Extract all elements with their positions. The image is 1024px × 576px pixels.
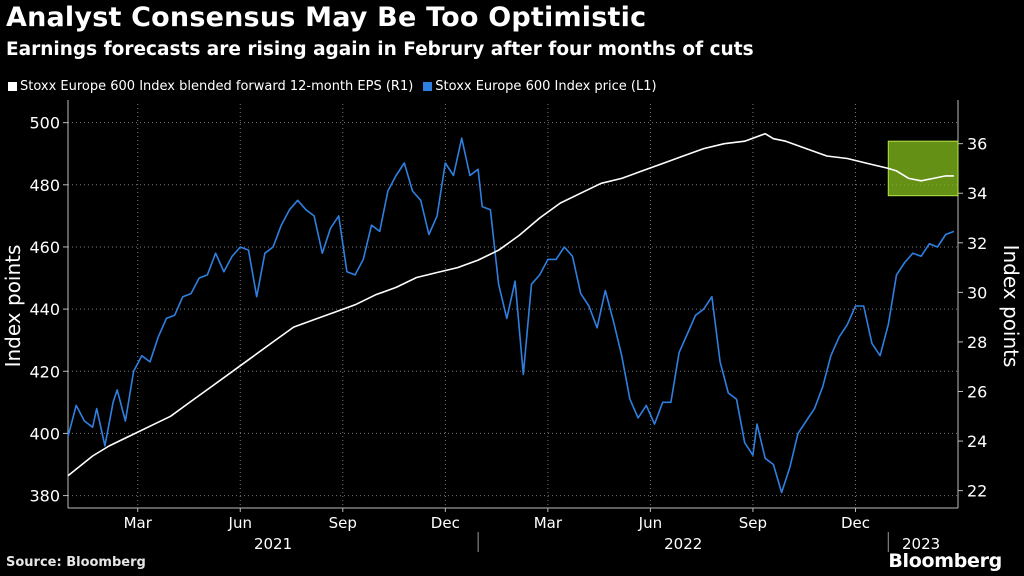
price-series-line <box>67 137 955 494</box>
left-axis-title: Index points <box>1 245 25 368</box>
left-tick-label: 500 <box>29 114 60 133</box>
legend-item-price: Stoxx Europe 600 Index price (L1) <box>423 79 657 94</box>
x-tick-label: Dec <box>431 514 460 532</box>
eps-series-line <box>67 132 954 477</box>
highlight-box <box>887 140 959 197</box>
source-note: Source: Bloomberg <box>6 555 146 570</box>
left-tick-label: 400 <box>29 424 60 443</box>
left-tick-label: 380 <box>29 487 60 506</box>
left-tick-label: 480 <box>29 176 60 195</box>
right-tick-label: 36 <box>967 135 987 154</box>
right-tick-label: 30 <box>967 283 987 302</box>
right-tick-label: 34 <box>967 184 987 203</box>
bloomberg-logo: Bloomberg <box>888 550 1002 572</box>
right-axis-title: Index points <box>999 245 1023 368</box>
year-label: 2021 <box>254 535 292 553</box>
year-label: 2022 <box>664 535 702 553</box>
legend-swatch-price <box>423 82 433 91</box>
right-tick-label: 26 <box>967 383 987 402</box>
left-tick-label: 440 <box>29 300 60 319</box>
x-tick-label: Mar <box>124 514 153 532</box>
legend: Stoxx Europe 600 Index blended forward 1… <box>8 79 667 94</box>
left-tick-label: 420 <box>29 362 60 381</box>
x-tick-label: Dec <box>841 514 870 532</box>
x-tick-label: Mar <box>534 514 563 532</box>
chart-title: Analyst Consensus May Be Too Optimistic <box>6 2 647 33</box>
x-tick-label: Jun <box>638 514 662 532</box>
x-tick-label: Sep <box>329 514 357 532</box>
legend-swatch-eps <box>8 82 17 91</box>
year-label: 2023 <box>902 535 940 553</box>
legend-label-price: Stoxx Europe 600 Index price (L1) <box>435 79 657 94</box>
chart-subtitle: Earnings forecasts are rising again in F… <box>6 39 754 60</box>
x-tick-label: Sep <box>739 514 767 532</box>
right-tick-label: 28 <box>967 333 987 352</box>
right-tick-label: 22 <box>967 482 987 501</box>
legend-item-eps: Stoxx Europe 600 Index blended forward 1… <box>8 79 413 94</box>
right-tick-label: 32 <box>967 234 987 253</box>
legend-label-eps: Stoxx Europe 600 Index blended forward 1… <box>20 79 414 94</box>
x-tick-label: Jun <box>228 514 252 532</box>
right-tick-label: 24 <box>967 432 987 451</box>
left-tick-label: 460 <box>29 238 60 257</box>
